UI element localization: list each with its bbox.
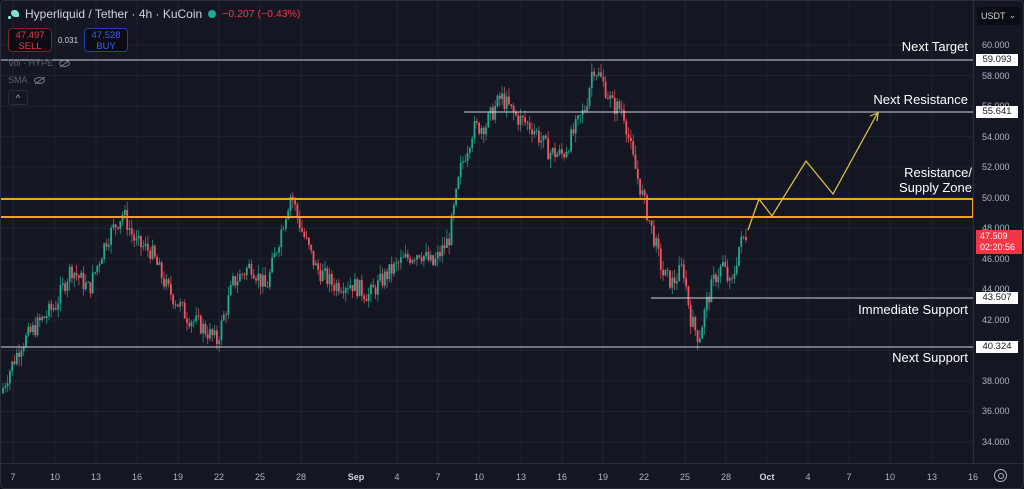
hyperliquid-logo-icon — [8, 9, 19, 20]
annotation-next-resistance: Next Resistance — [873, 92, 968, 107]
time-tick: 16 — [967, 472, 979, 482]
level-label-immediate-support: 43.507 — [976, 292, 1018, 304]
level-label-next-target: 59.093 — [976, 54, 1018, 66]
eye-hidden-icon[interactable] — [33, 76, 45, 84]
time-tick: 19 — [597, 472, 609, 482]
price-tick: 58.000 — [982, 70, 1010, 81]
price-tick: 36.000 — [982, 406, 1010, 417]
annotation-next-target: Next Target — [901, 39, 968, 54]
time-tick: 16 — [556, 472, 568, 482]
buy-price: 47.528 — [91, 30, 121, 41]
symbol-title[interactable]: Hyperliquid / Tether · 4h · KuCoin — [25, 7, 203, 21]
indicator-sma[interactable]: SMA — [8, 75, 45, 85]
time-tick: 28 — [295, 472, 307, 482]
price-axis[interactable]: USDT ⌄ 60.00058.00056.00054.00052.00050.… — [973, 1, 1023, 463]
price-tick: 38.000 — [982, 375, 1010, 386]
eye-hidden-icon[interactable] — [59, 59, 71, 67]
trade-buttons: 47.497 SELL 0.031 47.528 BUY — [8, 28, 129, 52]
time-tick: 7 — [10, 472, 16, 482]
buy-button[interactable]: 47.528 BUY — [84, 28, 129, 52]
symbol-legend: Hyperliquid / Tether · 4h · KuCoin −0.20… — [8, 7, 300, 21]
level-label-next-support: 40.324 — [976, 341, 1018, 353]
currency-label: USDT — [981, 11, 1006, 21]
time-tick: Sep — [347, 472, 365, 482]
time-tick: 22 — [213, 472, 225, 482]
time-tick: 4 — [805, 472, 811, 482]
bar-countdown: 02:20:56 — [980, 242, 1016, 252]
price-tick: 60.000 — [982, 40, 1010, 50]
time-tick: 19 — [172, 472, 184, 482]
time-tick: Oct — [759, 472, 775, 482]
chevron-up-icon: ^ — [15, 93, 21, 103]
price-tick: 46.000 — [982, 253, 1010, 264]
last-price: 47.509 — [980, 231, 1008, 241]
time-tick: 13 — [515, 472, 527, 482]
collapse-legend-button[interactable]: ^ — [8, 90, 28, 105]
time-tick: 25 — [254, 472, 266, 482]
price-tick: 54.000 — [982, 131, 1010, 142]
buy-label: BUY — [96, 41, 116, 52]
price-tick: 48.000 — [982, 223, 1010, 234]
time-tick: 22 — [638, 472, 650, 482]
market-status-dot-icon — [208, 10, 217, 18]
time-tick: 16 — [131, 472, 143, 482]
annotation-supply-zone: Resistance/ Supply Zone — [899, 165, 972, 195]
sell-price: 47.497 — [15, 30, 45, 41]
price-tick: 44.000 — [982, 284, 1010, 295]
price-tick: 50.000 — [982, 192, 1010, 203]
indicator-volume[interactable]: Vol · HYPE — [8, 58, 71, 68]
price-tick: 52.000 — [982, 162, 1010, 173]
indicator-sma-label: SMA — [8, 75, 28, 85]
sell-label: SELL — [18, 41, 42, 52]
last-price-badge: 47.509 02:20:56 — [976, 230, 1022, 254]
time-tick: 10 — [49, 472, 61, 482]
indicator-volume-label: Vol · HYPE — [8, 58, 54, 68]
time-tick: 28 — [720, 472, 732, 482]
chart-plot-area[interactable]: Hyperliquid / Tether · 4h · KuCoin −0.20… — [1, 1, 973, 463]
price-change: −0.207 (−0.43%) — [222, 8, 301, 20]
sell-button[interactable]: 47.497 SELL — [8, 28, 52, 52]
price-tick: 42.000 — [982, 314, 1010, 325]
time-tick: 13 — [926, 472, 938, 482]
annotation-immediate-support: Immediate Support — [858, 302, 968, 317]
time-tick: 4 — [394, 472, 400, 482]
spread-value: 0.031 — [58, 35, 79, 45]
price-tick: 34.000 — [982, 437, 1010, 447]
time-tick: 7 — [846, 472, 852, 482]
time-tick: 25 — [679, 472, 691, 482]
currency-selector[interactable]: USDT ⌄ — [977, 7, 1021, 25]
chart-settings-icon[interactable] — [994, 469, 1007, 482]
time-tick: 10 — [884, 472, 896, 482]
time-tick: 10 — [473, 472, 485, 482]
time-tick: 13 — [90, 472, 102, 482]
level-label-next-resistance: 55.641 — [976, 106, 1018, 118]
time-axis[interactable]: 7 10 13 16 19 22 25 28 Sep 4 7 10 13 16 19 22 25 28 Oct 4 7 1… — [1, 463, 1023, 488]
candlestick-chart[interactable] — [1, 1, 973, 463]
chevron-down-icon: ⌄ — [1009, 11, 1016, 20]
annotation-next-support: Next Support — [892, 350, 968, 365]
time-tick: 7 — [435, 472, 441, 482]
